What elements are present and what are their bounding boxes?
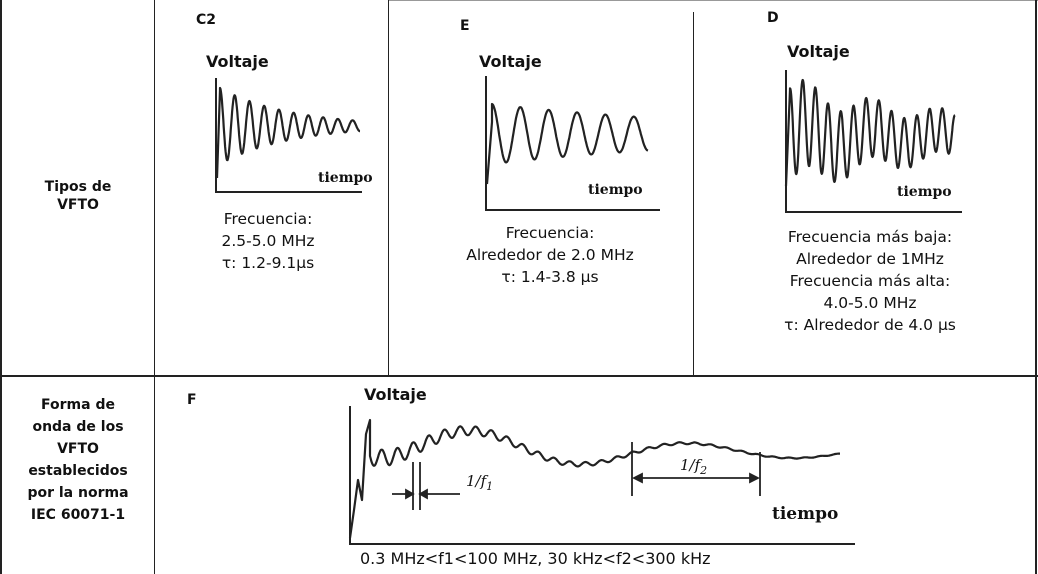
row-label-line: Tipos de	[44, 179, 112, 195]
panel-tag-f: F	[187, 392, 197, 408]
panel-e-description: Frecuencia: Alrededor de 2.0 MHz τ: 1.4-…	[440, 222, 660, 288]
panel-c2-x-axis-label: tiempo	[318, 170, 373, 186]
f1-period-label: 1/f1	[466, 472, 493, 493]
f2-period-label: 1/f2	[680, 456, 707, 477]
desc-line: Frecuencia:	[505, 224, 595, 242]
panel-d-y-axis-label: Voltaje	[787, 42, 850, 61]
panel-e-waveform	[485, 76, 660, 211]
panel-f-x-axis-label: tiempo	[772, 504, 839, 524]
panel-tag-e: E	[460, 18, 470, 34]
panel-c2-signal	[215, 86, 361, 179]
desc-line: τ: 1.2-9.1μs	[221, 254, 315, 272]
panel-c2-axes	[215, 78, 362, 193]
panel-d-signal	[784, 78, 956, 187]
panel-e-x-axis-label: tiempo	[588, 182, 643, 198]
desc-line: 2.5-5.0 MHz	[221, 232, 315, 250]
desc-line: τ: 1.4-3.8 μs	[501, 268, 599, 286]
row-label-forma-onda: Forma de onda de los VFTO establecidos p…	[2, 394, 154, 526]
desc-line: τ: Alrededor de 4.0 μs	[784, 316, 956, 334]
panel-f-signal	[348, 418, 841, 539]
row-label-line: por la norma	[27, 485, 129, 501]
panel-e-axes	[485, 76, 660, 211]
panel-e-y-axis-label: Voltaje	[479, 52, 542, 71]
row-label-line: establecidos	[28, 463, 128, 479]
panel-c2-description: Frecuencia: 2.5-5.0 MHz τ: 1.2-9.1μs	[178, 208, 358, 274]
desc-line: 4.0-5.0 MHz	[823, 294, 917, 312]
f2-label-text: 1/f	[680, 456, 701, 474]
table-column-divider	[154, 0, 155, 574]
f1-period-markers	[392, 462, 460, 510]
row-label-line: VFTO	[57, 441, 99, 457]
f1-label-text: 1/f	[466, 472, 487, 490]
desc-line: Frecuencia:	[223, 210, 313, 228]
desc-line: Frecuencia más alta:	[789, 272, 951, 290]
table-top-border	[388, 0, 1038, 1]
desc-line: Frecuencia más baja:	[787, 228, 953, 246]
row-label-line: VFTO	[57, 197, 99, 213]
table-cell-divider-1	[388, 0, 389, 375]
panel-d-x-axis-label: tiempo	[897, 184, 952, 200]
panel-c2-waveform	[215, 78, 362, 193]
panel-c2-y-axis-label: Voltaje	[206, 52, 269, 71]
table-cell-divider-2	[693, 12, 694, 375]
row-label-line: IEC 60071-1	[30, 507, 126, 523]
panel-f-caption: 0.3 MHz<f1<100 MHz, 30 kHz<f2<300 kHz	[360, 549, 711, 568]
panel-d-axes	[785, 70, 962, 213]
panel-tag-c2: C2	[196, 12, 217, 28]
f2-label-subscript: 2	[700, 464, 708, 477]
f1-label-subscript: 1	[486, 480, 494, 493]
table-right-border	[1035, 0, 1037, 574]
table-left-border	[0, 0, 2, 574]
panel-tag-d: D	[767, 10, 779, 26]
panel-f-y-axis-label: Voltaje	[364, 385, 427, 404]
desc-line: Alrededor de 2.0 MHz	[466, 246, 634, 264]
panel-f-axes	[349, 406, 855, 545]
row-label-line: Forma de	[41, 397, 115, 413]
panel-f-waveform	[348, 406, 855, 545]
table-row-divider	[0, 375, 1038, 377]
panel-e-signal	[485, 102, 649, 185]
panel-d-waveform	[784, 70, 962, 213]
row-label-line: onda de los	[32, 419, 124, 435]
panel-d-description: Frecuencia más baja: Alrededor de 1MHz F…	[735, 226, 1005, 336]
f2-period-markers	[631, 442, 761, 496]
row-label-tipos-vfto: Tipos de VFTO	[2, 178, 154, 214]
desc-line: Alrededor de 1MHz	[796, 250, 944, 268]
